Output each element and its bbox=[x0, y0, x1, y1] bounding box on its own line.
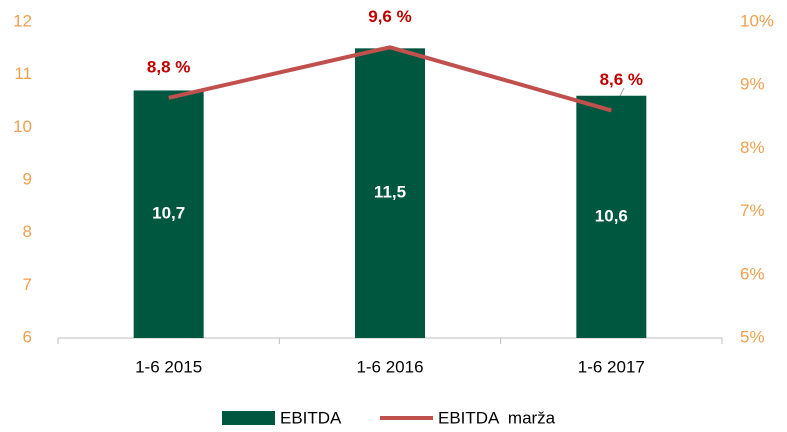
y2-tick-label: 10% bbox=[740, 11, 774, 30]
y-tick-label: 7 bbox=[23, 275, 32, 294]
y2-tick-label: 7% bbox=[740, 201, 765, 220]
y-tick-label: 12 bbox=[13, 11, 32, 30]
bar bbox=[355, 48, 425, 338]
x-tick-label: 1-6 2016 bbox=[356, 357, 423, 376]
y-tick-label: 11 bbox=[14, 64, 32, 83]
x-tick-label: 1-6 2015 bbox=[135, 357, 202, 376]
y-tick-label: 9 bbox=[23, 169, 32, 188]
line-value-label: 9,6 % bbox=[368, 7, 411, 26]
legend-swatch bbox=[222, 411, 275, 425]
y2-tick-label: 8% bbox=[740, 138, 765, 157]
y-tick-label: 6 bbox=[23, 327, 32, 346]
line-value-label: 8,8 % bbox=[147, 57, 190, 76]
bar bbox=[576, 95, 647, 338]
y2-tick-label: 6% bbox=[740, 264, 765, 283]
legend-label: EBITDA bbox=[280, 408, 342, 427]
line bbox=[168, 45, 612, 113]
y2-tick-label: 9% bbox=[740, 75, 765, 94]
line-value-label: 8,6 % bbox=[600, 70, 643, 89]
x-tick-label: 1-6 2017 bbox=[578, 357, 645, 376]
y-tick-label: 10 bbox=[13, 117, 32, 136]
bar-value-label: 10,7 bbox=[152, 204, 185, 223]
bar-value-label: 10,6 bbox=[595, 206, 628, 225]
bar bbox=[133, 90, 204, 338]
y2-tick-label: 5% bbox=[740, 327, 765, 346]
y-tick-label: 8 bbox=[23, 222, 32, 241]
legend-label: EBITDA marža bbox=[438, 408, 556, 427]
bar-value-label: 11,5 bbox=[374, 183, 406, 202]
